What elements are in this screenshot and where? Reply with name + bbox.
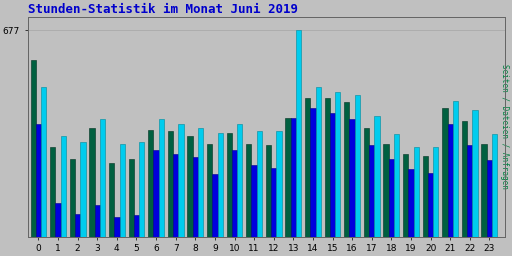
Bar [139,142,144,237]
Y-axis label: Seiten / Dateien / Anfragen: Seiten / Dateien / Anfragen [500,64,509,189]
Bar [442,109,447,237]
Bar [193,157,198,237]
Bar [100,119,105,237]
Bar [31,60,36,237]
Bar [305,98,310,237]
Bar [257,131,262,237]
Bar [246,144,251,237]
Bar [173,154,178,237]
Bar [285,118,291,237]
Bar [389,159,394,237]
Text: Stunden-Statistik im Monat Juni 2019: Stunden-Statistik im Monat Juni 2019 [28,3,297,16]
Bar [198,128,203,237]
Bar [383,144,389,237]
Bar [350,119,355,237]
Bar [80,142,86,237]
Bar [41,87,47,237]
Bar [271,168,276,237]
Bar [276,131,282,237]
Bar [154,150,159,237]
Bar [344,102,350,237]
Bar [55,203,61,237]
Bar [335,92,340,237]
Bar [159,119,164,237]
Bar [408,169,414,237]
Bar [325,98,330,237]
Bar [422,156,428,237]
Bar [232,150,237,237]
Bar [487,160,492,237]
Bar [355,95,360,237]
Bar [207,144,212,237]
Bar [403,154,408,237]
Bar [218,133,223,237]
Bar [369,145,374,237]
Bar [453,101,458,237]
Bar [433,147,438,237]
Bar [310,109,315,237]
Bar [296,30,301,237]
Bar [178,124,184,237]
Bar [364,128,369,237]
Bar [374,116,380,237]
Bar [291,118,296,237]
Bar [70,159,75,237]
Bar [75,214,80,237]
Bar [266,145,271,237]
Bar [134,215,139,237]
Bar [428,173,433,237]
Bar [481,144,487,237]
Bar [129,159,134,237]
Bar [447,124,453,237]
Bar [227,133,232,237]
Bar [473,110,478,237]
Bar [414,147,419,237]
Bar [315,87,321,237]
Bar [251,165,257,237]
Bar [114,217,119,237]
Bar [394,134,399,237]
Bar [467,145,473,237]
Bar [36,124,41,237]
Bar [187,136,193,237]
Bar [109,163,114,237]
Bar [148,130,154,237]
Bar [168,131,173,237]
Bar [237,124,243,237]
Bar [462,121,467,237]
Bar [492,134,497,237]
Bar [89,128,95,237]
Bar [95,205,100,237]
Bar [119,144,125,237]
Bar [212,174,218,237]
Bar [61,136,66,237]
Bar [330,113,335,237]
Bar [50,147,55,237]
